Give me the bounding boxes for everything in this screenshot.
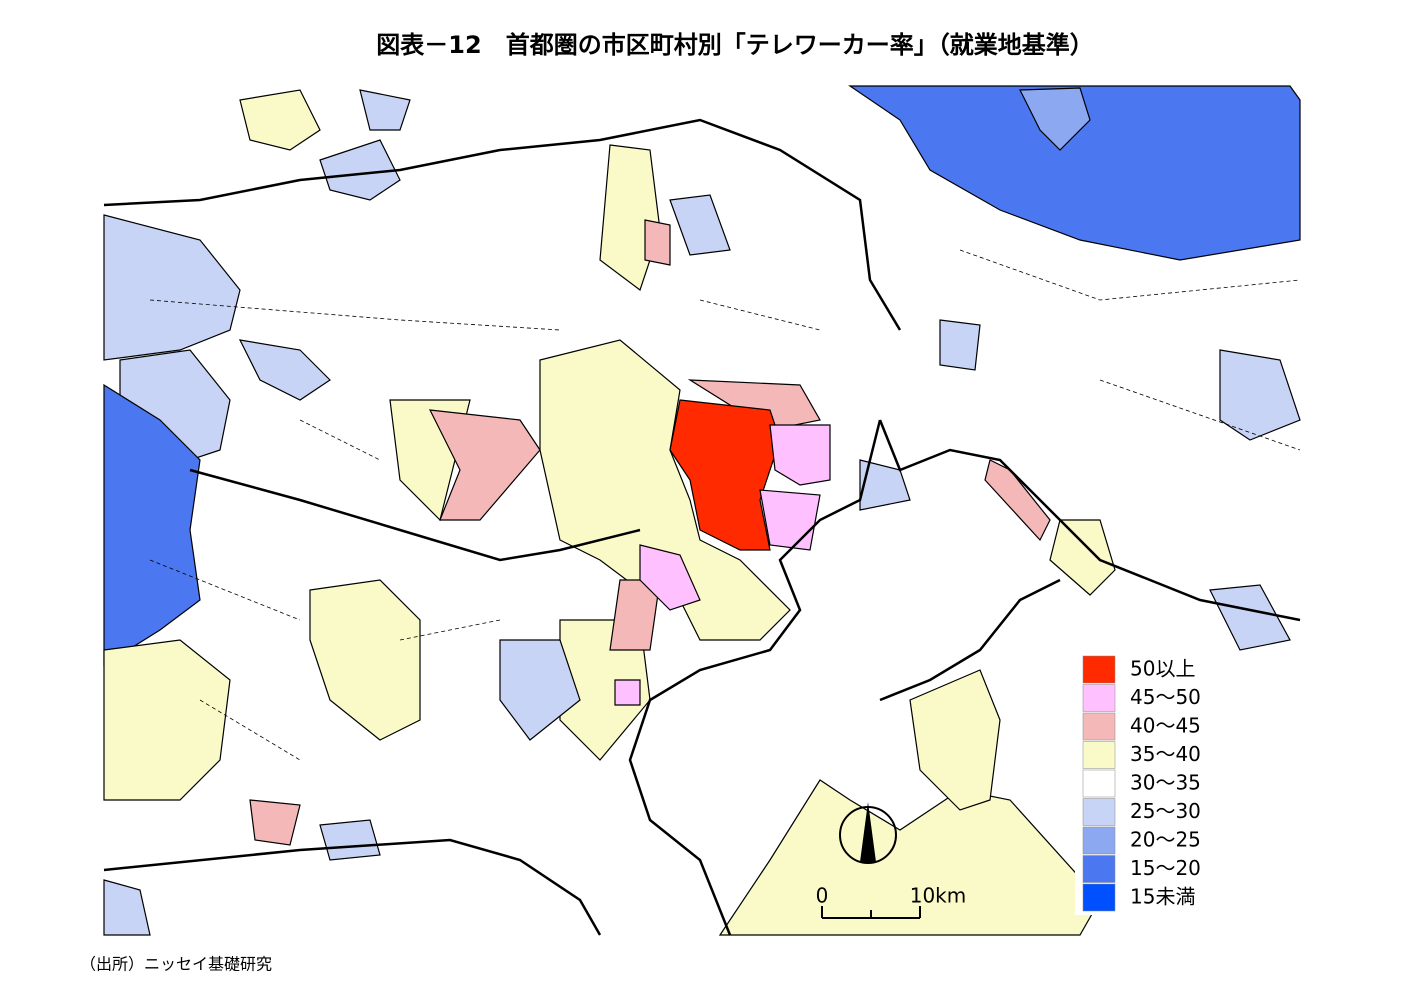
- coastline: [879, 578, 1061, 702]
- region: [319, 819, 381, 861]
- map: [103, 85, 1301, 936]
- legend-label: 30～35: [1130, 771, 1201, 795]
- region: [848, 85, 1301, 261]
- legend-swatch: [1082, 712, 1116, 741]
- region: [499, 639, 581, 741]
- legend-label: 15～20: [1130, 856, 1201, 880]
- legend-label: 40～45: [1130, 714, 1201, 738]
- scale-bar: 0 10km: [816, 884, 967, 919]
- region: [428, 409, 541, 521]
- region: [103, 879, 151, 936]
- legend-swatch: [1082, 741, 1116, 769]
- region: [859, 459, 911, 511]
- source-note: （出所）ニッセイ基礎研究: [80, 955, 272, 974]
- region: [769, 424, 831, 486]
- region: [614, 679, 641, 706]
- region: [319, 139, 401, 201]
- compass-arrow: [860, 802, 876, 862]
- region: [239, 89, 321, 151]
- region: [1219, 349, 1301, 441]
- legend-swatch: [1082, 798, 1116, 826]
- coastline: [103, 838, 602, 936]
- scale-start: 0: [816, 884, 829, 908]
- legend-swatch: [1082, 826, 1116, 855]
- region: [238, 339, 331, 401]
- region: [359, 89, 411, 131]
- title: 図表－12 首都圏の市区町村別「テレワーカー率」（就業地基準）: [376, 31, 1093, 59]
- legend-swatch: [1082, 655, 1116, 684]
- scale-end: 10km: [910, 884, 967, 908]
- region: [669, 194, 731, 256]
- legend-swatch: [1082, 769, 1116, 798]
- coastline: [628, 419, 882, 936]
- prefecture-border: [103, 118, 902, 331]
- region: [309, 579, 421, 741]
- municipal-border: [149, 249, 1301, 761]
- coastline: [878, 419, 1301, 622]
- region: [759, 489, 821, 551]
- region: [539, 339, 791, 641]
- region: [249, 799, 301, 846]
- region: [939, 319, 981, 371]
- region: [1019, 87, 1091, 151]
- legend-swatch: [1082, 684, 1116, 712]
- region: [103, 214, 241, 361]
- legend-label: 15未満: [1130, 885, 1195, 909]
- legend-label: 20～25: [1130, 828, 1201, 852]
- region: [1049, 519, 1116, 596]
- prefecture-border: [189, 468, 641, 562]
- region: [644, 219, 671, 266]
- legend-swatch: [1082, 883, 1116, 912]
- region: [718, 779, 1101, 936]
- legend-label: 25～30: [1130, 799, 1201, 823]
- legend-label: 50以上: [1130, 657, 1195, 681]
- region: [639, 544, 701, 611]
- region: [1209, 584, 1291, 651]
- region: [909, 669, 1001, 811]
- legend: 50以上 45～50 40～45 35～40 30～35 25～30 20～25 15～20 1…: [1075, 650, 1225, 915]
- compass: [839, 802, 897, 864]
- region: [103, 639, 231, 801]
- legend-label: 35～40: [1130, 742, 1201, 766]
- legend-label: 45～50: [1130, 685, 1201, 709]
- legend-swatch: [1082, 855, 1116, 883]
